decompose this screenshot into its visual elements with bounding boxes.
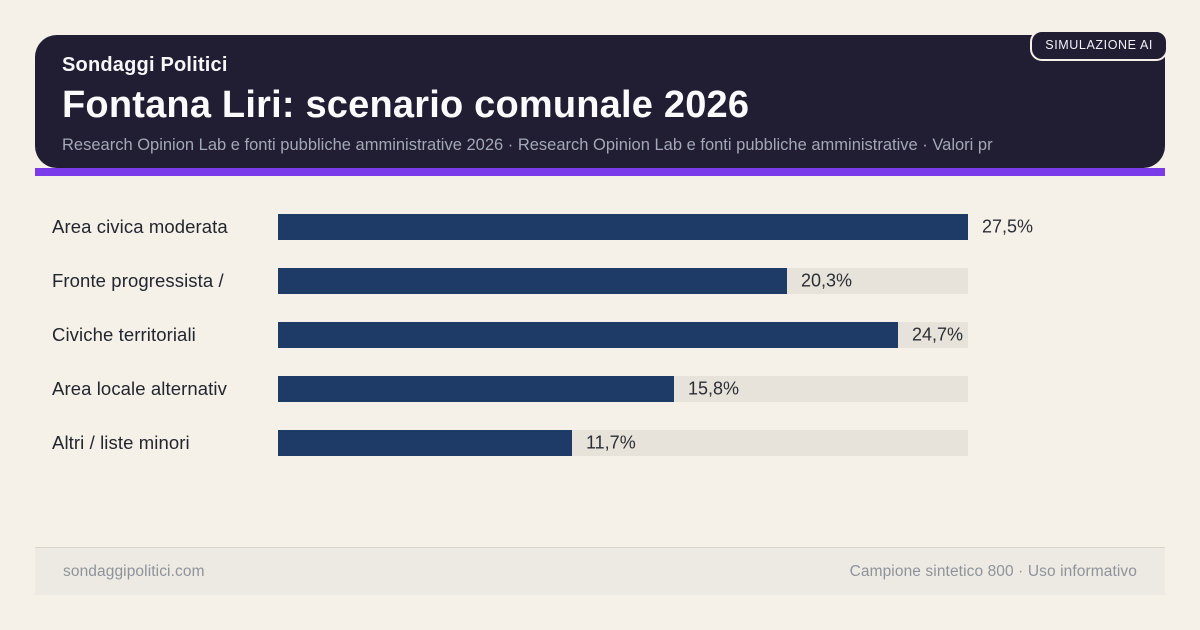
value-label: 15,8% bbox=[688, 378, 740, 399]
chart-row: Civiche territoriali 24,7% bbox=[35, 322, 1165, 348]
bar-track: 27,5% bbox=[278, 214, 1033, 240]
bar-fill bbox=[278, 430, 572, 456]
footer-note: Campione sintetico 800 · Uso informativo bbox=[849, 562, 1137, 580]
bar-track: 11,7% bbox=[278, 430, 968, 456]
chart-row: Altri / liste minori 11,7% bbox=[35, 430, 1165, 456]
site-kicker: Sondaggi Politici bbox=[62, 54, 228, 76]
bar-track: 20,3% bbox=[278, 268, 968, 294]
value-label: 24,7% bbox=[912, 324, 964, 345]
simulation-ai-badge: SIMULAZIONE AI bbox=[1030, 30, 1168, 61]
chart-row: Fronte progressista / 20,3% bbox=[35, 268, 1165, 294]
value-label: 27,5% bbox=[982, 216, 1034, 237]
bar-fill bbox=[278, 322, 898, 348]
accent-divider bbox=[35, 168, 1165, 176]
chart-row: Area civica moderata 27,5% bbox=[35, 214, 1165, 240]
bar-track: 15,8% bbox=[278, 376, 968, 402]
value-label: 20,3% bbox=[801, 270, 853, 291]
value-label: 11,7% bbox=[586, 432, 636, 453]
category-label: Area locale alternativ bbox=[52, 378, 227, 399]
footer: sondaggipolitici.com Campione sintetico … bbox=[35, 547, 1165, 595]
category-label: Area civica moderata bbox=[52, 216, 228, 237]
header: Sondaggi Politici Fontana Liri: scenario… bbox=[35, 35, 1165, 168]
category-label: Fronte progressista / bbox=[52, 270, 224, 291]
bar-fill bbox=[278, 268, 787, 294]
category-label: Civiche territoriali bbox=[52, 324, 196, 345]
category-label: Altri / liste minori bbox=[52, 432, 190, 453]
chart-row: Area locale alternativ 15,8% bbox=[35, 376, 1165, 402]
bar-chart: Area civica moderata 27,5% Fronte progre… bbox=[35, 214, 1165, 484]
footer-domain: sondaggipolitici.com bbox=[63, 562, 205, 580]
page-title: Fontana Liri: scenario comunale 2026 bbox=[62, 84, 750, 126]
bar-fill bbox=[278, 214, 968, 240]
bar-fill bbox=[278, 376, 674, 402]
source-subtitle: Research Opinion Lab e fonti pubbliche a… bbox=[62, 136, 993, 154]
bar-track: 24,7% bbox=[278, 322, 968, 348]
